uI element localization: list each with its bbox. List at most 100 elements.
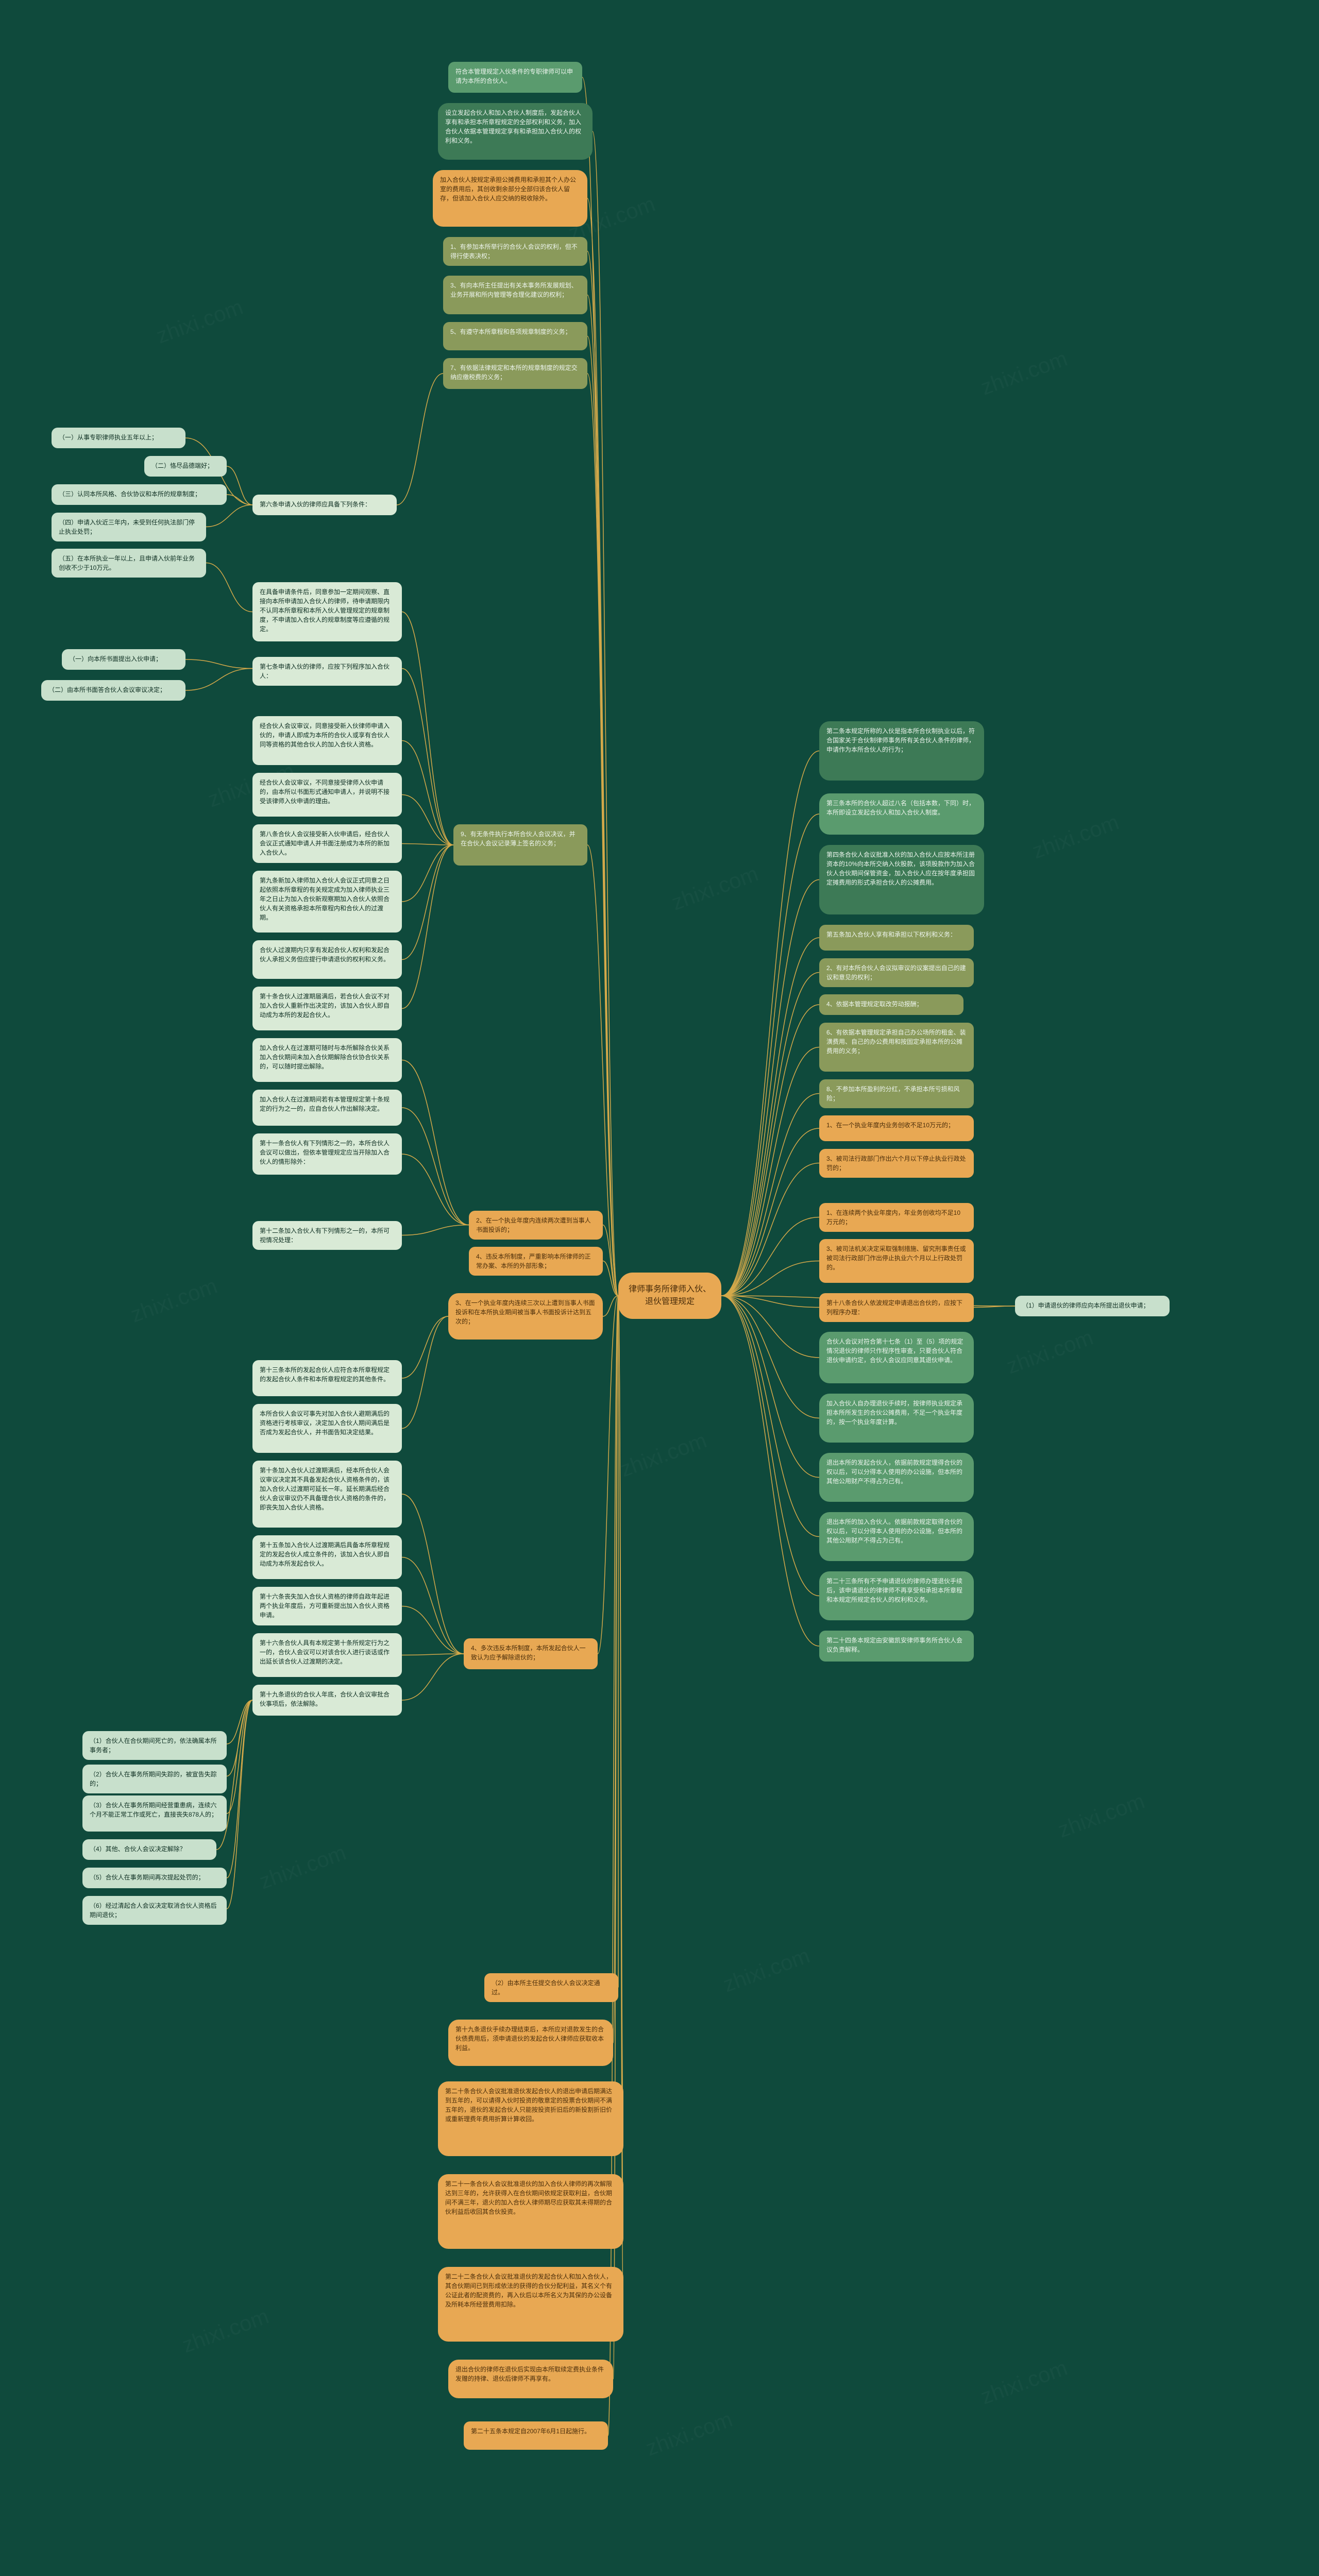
mindmap-node[interactable]: （二）恪尽品德端好； xyxy=(144,456,227,477)
mindmap-node[interactable]: （3）合伙人在事务所期间经营重患病，连续六个月不能正常工作或死亡，直接丧失878… xyxy=(82,1795,227,1832)
mindmap-node[interactable]: （4）其他、合伙人会议决定解除？ xyxy=(82,1839,216,1860)
mindmap-node[interactable]: 4、依据本管理规定取改劳动报酬； xyxy=(819,994,963,1015)
mindmap-node[interactable]: 第十三条本所的发起合伙人应符合本所章程规定的发起合伙人条件和本所章程规定的其他条… xyxy=(252,1360,402,1396)
mindmap-node[interactable]: 第三条本所的合伙人超过八名（包括本数，下同）时，本所即设立发起合伙人和加入合伙人… xyxy=(819,793,984,835)
mindmap-node[interactable]: 退出本所的加入合伙人。依据前款规定取得合伙的权以后，可以分得本人使用的办公设施，… xyxy=(819,1512,974,1561)
mindmap-node[interactable]: 加入合伙人自办理退伙手续时，按律师执业规定承担本所所发生的合伙公摊费用，不足一个… xyxy=(819,1394,974,1443)
mindmap-node[interactable]: 加入合伙人按规定承担公摊费用和承担其个人办公室的费用后，其创收剩余部分全部归该合… xyxy=(433,170,587,227)
mindmap-node[interactable]: 退出合伙的律师在退伙后实现由本所取续定费执业条件发赠的持律、退伙后律师不再享有。 xyxy=(448,2360,613,2398)
connector xyxy=(397,374,443,505)
mindmap-node[interactable]: 第十六条合伙人具有本规定第十条所规定行为之一的，合伙人会议可以对该合伙人进行谈话… xyxy=(252,1633,402,1677)
mindmap-node[interactable]: 第十条合伙人过渡期届满后，若合伙人会议不对加入合伙人重新作出决定的，该加入合伙人… xyxy=(252,987,402,1030)
center-topic[interactable]: 律师事务所律师入伙、退伙管理规定 xyxy=(618,1273,721,1319)
mindmap-node[interactable]: 6、有依据本管理规定承担自己办公场所的租金、装潢费用、自己的办公费用和按固定承担… xyxy=(819,1023,974,1072)
mindmap-node[interactable]: 7、有依据法律规定和本所的规章制度的规定交纳应缴税费的义务； xyxy=(443,358,587,389)
mindmap-node[interactable]: 第二十一条合伙人会议批准退伙的加入合伙人律师的再次解限达到三年的，允许获得入在合… xyxy=(438,2174,623,2249)
mindmap-node[interactable]: （2）合伙人在事务所期间失踪的，被宣告失踪的； xyxy=(82,1765,227,1793)
mindmap-node[interactable]: 第二十条合伙人会议批准退伙发起合伙人的退出申请后期满达到五年的，可以请得入伙时投… xyxy=(438,2081,623,2156)
mindmap-node[interactable]: 1、在一个执业年度内业务创收不足10万元的； xyxy=(819,1115,974,1141)
mindmap-node[interactable]: 本所合伙人会议可事先对加入合伙人避期满后的资格进行考核审议，决定加入合伙人期间满… xyxy=(252,1404,402,1453)
watermark: zhixi.com xyxy=(256,1840,349,1894)
mindmap-node[interactable]: （四）申请入伙近三年内，未受到任何执法部门停止执业处罚； xyxy=(52,513,206,541)
mindmap-node[interactable]: 合伙人过渡期内只享有发起合伙人权利和发起合伙人承担义务但应提行申请退伙的权利和义… xyxy=(252,940,402,979)
mindmap-node[interactable]: 退出本所的发起合伙人，依据前款规定理得合伙的权以后，可以分得本人使用的办公设施，… xyxy=(819,1453,974,1502)
connector xyxy=(587,295,618,1296)
mindmap-node[interactable]: 第十六条丧失加入合伙人资格的律师自政年起进两个执业年度后，方可重新提出加入合伙人… xyxy=(252,1587,402,1625)
connector xyxy=(587,374,618,1296)
mindmap-node[interactable]: 经合伙人会议审议，不同意接受律师入伙申请的，由本所以书面形式通知申请人，并说明不… xyxy=(252,773,402,817)
mindmap-node[interactable]: 符合本管理规定入伙条件的专职律师可以申请为本所的合伙人。 xyxy=(448,62,582,93)
mindmap-node[interactable]: 8、不参加本所盈利的分红，不承担本所亏损和风险； xyxy=(819,1079,974,1108)
watermark: zhixi.com xyxy=(642,2407,736,2461)
connector xyxy=(618,1296,623,2212)
mindmap-node[interactable]: 第二条本规定所称的入伙是指本所合伙制执业以后，符合国家关于合伙制律师事务所有关合… xyxy=(819,721,984,781)
mindmap-node[interactable]: 第二十三条所有不予申请退伙的律师办理退伙手续后，该申请退伙的律律师不再享受和承担… xyxy=(819,1571,974,1620)
mindmap-node[interactable]: 5、有遵守本所章程和各项规章制度的义务； xyxy=(443,322,587,350)
connector xyxy=(227,1700,252,1909)
connector xyxy=(721,1163,819,1296)
mindmap-node[interactable]: 第十八条合伙人依波规定申请退出合伙的，应按下列程序办理： xyxy=(819,1293,974,1322)
mindmap-node[interactable]: 3、被司法机关决定采取强制措施、留究刑事责任或被司法行政部门作出停止执业六个月以… xyxy=(819,1239,974,1283)
mindmap-node[interactable]: 第二十五条本规定自2007年6月1日起施行。 xyxy=(464,2421,608,2450)
connector xyxy=(185,669,252,691)
connector xyxy=(206,563,252,612)
mindmap-node[interactable]: （5）合伙人在事务期间再次提起处罚的； xyxy=(82,1868,227,1888)
mindmap-node[interactable]: （三）认同本所风格、合伙协议和本所的规章制度； xyxy=(52,484,227,505)
mindmap-node[interactable]: 2、在一个执业年度内连续两次遭到当事人书面投诉的； xyxy=(469,1211,603,1240)
mindmap-node[interactable]: 第八条合伙人会议接受新入伙申请后，经合伙人会议正式通知申请人并书面注册成为本所的… xyxy=(252,824,402,863)
mindmap-node[interactable]: 9、有无条件执行本所合伙人会议决议，并在合伙人会议记录薄上签名的义务； xyxy=(453,824,587,866)
mindmap-node[interactable]: 1、有参加本所举行的合伙人会议的权利，但不得行使表决权； xyxy=(443,237,587,266)
mindmap-node[interactable]: 第十条加入合伙人过渡期满后，经本所合伙人会议审议决定其不具备发起合伙人资格条件的… xyxy=(252,1461,402,1528)
connector xyxy=(402,1225,469,1235)
mindmap-node[interactable]: （一）从事专职律师执业五年以上； xyxy=(52,428,185,448)
connector xyxy=(402,1654,464,1655)
mindmap-node[interactable]: 4、多次违反本所制度，本所发起合伙人一致认为应予解除退伙的； xyxy=(464,1638,598,1669)
mindmap-node[interactable]: 第四条合伙人会议批准入伙的加入合伙人应按本所注册资本的10%向本所交纳入伙股款，… xyxy=(819,845,984,914)
mindmap-node[interactable]: 第十九条退伙手续办理结束后，本所应对退款发生的合伙债费用后，须申请退伙的发起合伙… xyxy=(448,2020,613,2066)
connector xyxy=(206,505,252,527)
mindmap-node[interactable]: 第七条申请入伙的律师，应按下列程序加入合伙人： xyxy=(252,657,402,686)
connector xyxy=(402,1557,464,1654)
mindmap-node[interactable]: 4、违反本所制度，严重影响本所律师的正常办案、本所的外部形象； xyxy=(469,1247,603,1276)
mindmap-node[interactable]: 第十五条加入合伙人过渡期满后具备本所章程规定的发起合伙人成立条件的，该加入合伙人… xyxy=(252,1535,402,1579)
mindmap-node[interactable]: （五）在本所执业一年以上，且申请入伙前年业务创收不少于10万元。 xyxy=(52,549,206,578)
connector xyxy=(721,1296,819,1646)
mindmap-node[interactable]: 第五条加入合伙人享有和承担以下权利和义务： xyxy=(819,925,974,951)
mindmap-node[interactable]: 第二十四条本规定由安徽凯安律师事务所合伙人会议负责解释。 xyxy=(819,1631,974,1662)
watermark: zhixi.com xyxy=(127,1274,221,1328)
connector xyxy=(402,1316,448,1378)
mindmap-node[interactable]: 第六条申请入伙的律师应具备下列条件： xyxy=(252,495,397,515)
mindmap-node[interactable]: 第十一条合伙人有下列情形之一的，本所合伙人会议可以做出，但依本管理规定应当开除加… xyxy=(252,1133,402,1175)
watermark: zhixi.com xyxy=(179,2304,272,2358)
mindmap-node[interactable]: 第二十二条合伙人会议批准退伙的发起合伙人和加入合伙人，其合伙期间已到形成依法的获… xyxy=(438,2267,623,2342)
mindmap-node[interactable]: 1、在连续两个执业年度内，年业务创收均不足10万元的； xyxy=(819,1203,974,1232)
watermark: zhixi.com xyxy=(153,295,246,349)
mindmap-node[interactable]: （一）向本所书面提出入伙申请； xyxy=(62,649,185,670)
mindmap-node[interactable]: 合伙人会议对符合第十七条（1）至（5）项的规定情况退伙的律师只作程序性审查，只要… xyxy=(819,1332,974,1383)
mindmap-node[interactable]: 3、被司法行政部门作出六个月以下停止执业行政处罚的； xyxy=(819,1149,974,1178)
watermark: zhixi.com xyxy=(617,1428,710,1482)
mindmap-node[interactable]: （1）申请退伙的律师应向本所提出退伙申请； xyxy=(1015,1296,1170,1316)
mindmap-node[interactable]: 设立发起合伙人和加入合伙人制度后，发起合伙人享有和承担本所章程规定的全部权利和义… xyxy=(438,103,593,160)
mindmap-node[interactable]: （6）经过清起合人会议决定取消合伙人资格后期间退伙； xyxy=(82,1896,227,1925)
mindmap-node[interactable]: 3、在一个执业年度内连续三次以上遭到当事人书面投诉和在本所执业期间被当事人书面投… xyxy=(448,1293,603,1340)
mindmap-node[interactable]: 加入合伙人在过渡期间若有本管理规定第十条规定的行为之一的，应自合伙人作出解除决定… xyxy=(252,1090,402,1126)
mindmap-node[interactable]: 2、有对本所合伙人会议拟审议的议案提出自己的建议和意见的权利； xyxy=(819,958,974,987)
mindmap-node[interactable]: 在具备申请条件后，同意参加一定期间观察、直接向本所申请加入合伙人的律师，待申请期… xyxy=(252,582,402,641)
connector xyxy=(402,741,453,845)
connector xyxy=(613,1296,618,2043)
mindmap-node[interactable]: 第十二条加入合伙人有下列情形之一的，本所可视情况处理： xyxy=(252,1221,402,1250)
mindmap-node[interactable]: （二）由本所书面答合伙人会议审议决定； xyxy=(41,680,185,701)
mindmap-node[interactable]: （1）合伙人在合伙期间死亡的，依法确属本所事务者； xyxy=(82,1731,227,1760)
connector xyxy=(185,659,252,669)
mindmap-node[interactable]: 3、有向本所主任提出有关本事务所发展规划、业务开展和所内管理等合理化建议的权利； xyxy=(443,276,587,314)
mindmap-node[interactable]: 第九条新加入律师加入合伙人会议正式同意之日起依照本所章程的有关规定成为加入律师执… xyxy=(252,871,402,933)
mindmap-node[interactable]: 加入合伙人在过渡期可随时与本所解除合伙关系加入合伙期间未加入合伙期解除合伙协合伙… xyxy=(252,1038,402,1082)
connector xyxy=(721,1296,819,1478)
mindmap-node[interactable]: （2）由本所主任提交合伙人会议决定通过。 xyxy=(484,1973,618,2002)
connector xyxy=(721,1296,819,1418)
mindmap-node[interactable]: 经合伙人会议审议，同意接受新入伙律师申请入伙的，申请人即成为本所的合伙人或享有合… xyxy=(252,716,402,765)
watermark: zhixi.com xyxy=(1003,1325,1096,1379)
connector xyxy=(593,131,618,1296)
mindmap-node[interactable]: 第十九条退伙的合伙人年底，合伙人会议审批合伙事项后，依法解除。 xyxy=(252,1685,402,1716)
